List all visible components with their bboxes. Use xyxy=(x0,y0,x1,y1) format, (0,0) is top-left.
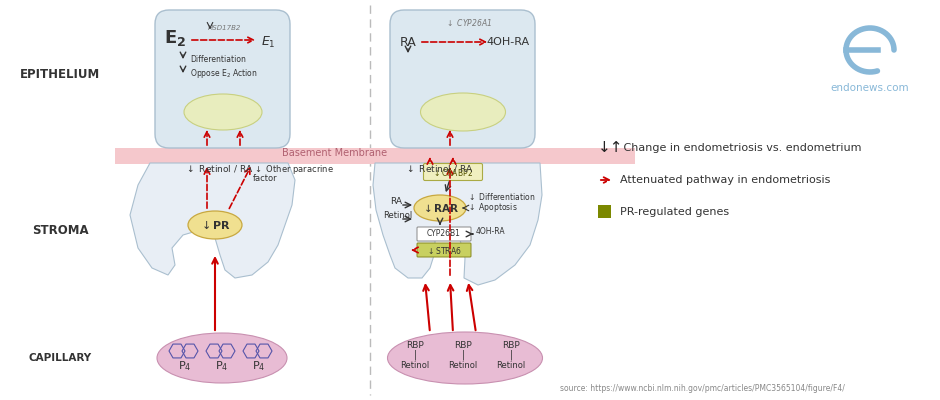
Text: Retinol: Retinol xyxy=(400,360,430,370)
Text: 4OH-RA: 4OH-RA xyxy=(476,227,506,236)
Text: endonews.com: endonews.com xyxy=(831,83,909,93)
Ellipse shape xyxy=(157,333,287,383)
FancyBboxPatch shape xyxy=(390,10,535,148)
Polygon shape xyxy=(373,163,542,285)
Text: RBP: RBP xyxy=(454,342,472,350)
FancyBboxPatch shape xyxy=(424,164,482,180)
Polygon shape xyxy=(130,163,295,278)
Ellipse shape xyxy=(184,94,262,130)
Text: P$_4$: P$_4$ xyxy=(179,359,192,373)
Text: $\downarrow$ Apoptosis: $\downarrow$ Apoptosis xyxy=(467,201,518,214)
Text: $\downarrow$ CYP26A1: $\downarrow$ CYP26A1 xyxy=(445,16,492,28)
Text: Differentiation: Differentiation xyxy=(190,56,246,64)
Text: RA: RA xyxy=(390,197,402,206)
Bar xyxy=(598,205,611,218)
Text: P$_4$: P$_4$ xyxy=(215,359,228,373)
Text: Retinol: Retinol xyxy=(496,360,525,370)
Text: $\downarrow$ Retinol / RA: $\downarrow$ Retinol / RA xyxy=(185,164,254,174)
Ellipse shape xyxy=(414,195,466,221)
Text: Retinol: Retinol xyxy=(383,211,413,220)
Text: Oppose E$_2$ Action: Oppose E$_2$ Action xyxy=(190,68,258,80)
Text: |: | xyxy=(509,350,512,360)
Ellipse shape xyxy=(420,93,506,131)
Text: Change in endometriosis vs. endometrium: Change in endometriosis vs. endometrium xyxy=(620,143,861,153)
Text: RBP: RBP xyxy=(406,342,424,350)
Text: STROMA: STROMA xyxy=(32,224,88,236)
Text: $\downarrow$CRABP2: $\downarrow$CRABP2 xyxy=(432,166,474,178)
Text: $\downarrow$STRA6: $\downarrow$STRA6 xyxy=(426,244,462,256)
Text: $\downarrow$PR: $\downarrow$PR xyxy=(199,219,231,231)
Text: factor: factor xyxy=(253,174,277,183)
Text: $\downarrow$ Retinol / RA: $\downarrow$ Retinol / RA xyxy=(405,164,474,174)
Text: |: | xyxy=(462,350,464,360)
Text: P$_4$: P$_4$ xyxy=(252,359,266,373)
Text: |: | xyxy=(414,350,416,360)
FancyBboxPatch shape xyxy=(417,227,471,241)
Text: $\downarrow$ Other paracrine: $\downarrow$ Other paracrine xyxy=(253,163,334,176)
Bar xyxy=(115,148,635,164)
Text: 4OH-RA: 4OH-RA xyxy=(486,37,529,47)
Text: RA: RA xyxy=(400,36,416,48)
Text: ↓↑: ↓↑ xyxy=(598,140,623,156)
FancyBboxPatch shape xyxy=(155,10,290,148)
Text: source: https://www.ncbi.nlm.nih.gov/pmc/articles/PMC3565104/figure/F4/: source: https://www.ncbi.nlm.nih.gov/pmc… xyxy=(560,384,845,393)
Text: Attenuated pathway in endometriosis: Attenuated pathway in endometriosis xyxy=(620,175,830,185)
Ellipse shape xyxy=(188,211,242,239)
Text: $\mathbf{E_2}$: $\mathbf{E_2}$ xyxy=(164,28,186,48)
Text: $E_1$: $E_1$ xyxy=(260,34,275,50)
Text: CYP26B1: CYP26B1 xyxy=(427,230,461,238)
Text: $\downarrow$ Differentiation: $\downarrow$ Differentiation xyxy=(467,191,535,202)
Text: $\downarrow$RAR: $\downarrow$RAR xyxy=(421,202,460,214)
Text: Basement Membrane: Basement Membrane xyxy=(282,148,387,158)
Text: Retinol: Retinol xyxy=(448,360,478,370)
FancyBboxPatch shape xyxy=(417,243,471,257)
Text: CAPILLARY: CAPILLARY xyxy=(28,353,91,363)
Text: HSD17B2: HSD17B2 xyxy=(208,25,241,31)
Text: EPITHELIUM: EPITHELIUM xyxy=(20,68,101,82)
Ellipse shape xyxy=(387,332,542,384)
Text: PR-regulated genes: PR-regulated genes xyxy=(620,207,729,217)
Text: RBP: RBP xyxy=(502,342,520,350)
